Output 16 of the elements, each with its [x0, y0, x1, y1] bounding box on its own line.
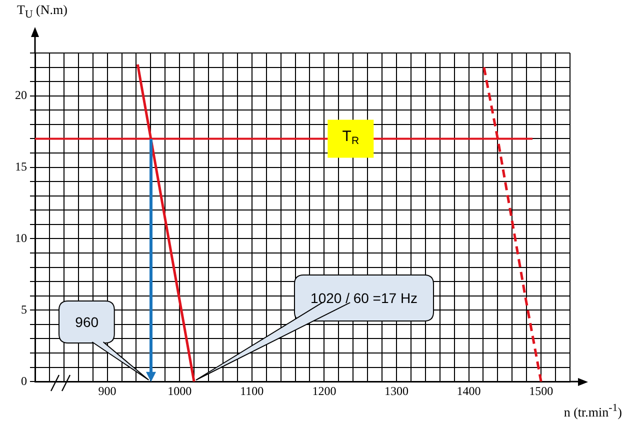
x-tick-label: 1000 — [168, 384, 192, 398]
x-tick-label: 1400 — [456, 384, 481, 398]
y-axis-title: T$_{U}$ (N.m) — [17, 2, 68, 21]
x-tick-label: 1100 — [240, 384, 264, 398]
y-tick-label: 5 — [21, 302, 27, 316]
y-tick-label: 10 — [15, 230, 27, 245]
x-axis-title: n (tr.min$^{-1}$) — [564, 402, 622, 420]
annotation: 960 — [75, 314, 99, 330]
x-tick-label: 1300 — [384, 384, 408, 398]
y-tick-label: 0 — [21, 374, 27, 388]
x-tick-label: 1500 — [529, 384, 554, 398]
x-tick-label: 900 — [98, 384, 116, 398]
annotation: 1020 / 60 =17 Hz — [310, 290, 418, 306]
x-tick-label: 1200 — [312, 384, 336, 398]
y-tick-label: 20 — [15, 88, 27, 102]
y-tick-label: 15 — [15, 159, 27, 174]
